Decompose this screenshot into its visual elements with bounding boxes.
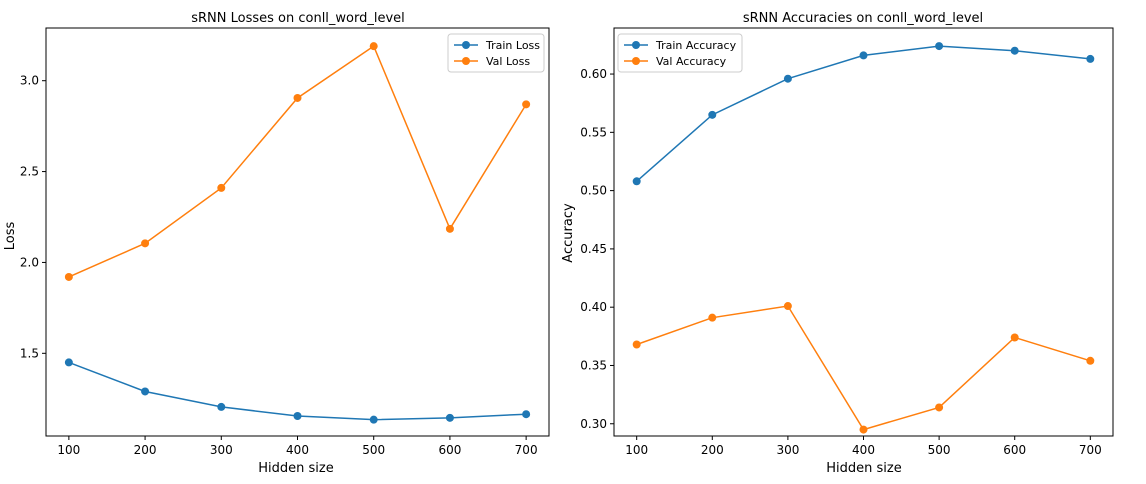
accuracy-chart-ylabel: Accuracy (561, 203, 576, 263)
train-loss-legend-label: Train Loss (485, 39, 540, 52)
accuracy-xtick-label: 200 (701, 443, 724, 457)
val-accuracy-line (636, 305, 1091, 431)
train-accuracy-point (859, 51, 868, 60)
train-loss-point (445, 413, 454, 422)
loss-chart-xlabel: Hidden size (258, 461, 333, 476)
train-loss-point (369, 415, 378, 424)
loss-legend: Train Loss Val Loss (447, 33, 545, 73)
train-accuracy-point (1086, 54, 1095, 63)
val-loss-point (141, 239, 150, 248)
loss-ytick-label: 2.0 (20, 255, 39, 269)
loss-chart-ylabel: Loss (3, 222, 18, 251)
loss-ytick-label: 2.5 (20, 165, 39, 179)
val-accuracy-legend-label: Val Accuracy (656, 55, 727, 68)
accuracy-ytick-label: 0.40 (580, 300, 607, 314)
accuracy-xtick-label: 300 (776, 443, 799, 457)
loss-xtick-label: 500 (362, 443, 385, 457)
train-accuracy-legend-marker (632, 41, 640, 49)
val-loss-point (522, 100, 531, 109)
loss-xtick-label: 400 (286, 443, 309, 457)
accuracy-xtick-label: 100 (625, 443, 648, 457)
val-loss-point (445, 224, 454, 233)
val-loss-point (217, 183, 226, 192)
accuracy-ytick-label: 0.35 (580, 358, 607, 372)
val-accuracy-point (935, 403, 944, 412)
accuracy-axes-frame (613, 27, 1114, 437)
loss-xtick-label: 700 (515, 443, 538, 457)
accuracy-chart-xlabel: Hidden size (826, 461, 901, 476)
train-loss-point (522, 410, 531, 419)
val-accuracy-point (708, 313, 717, 322)
loss-xtick-label: 300 (210, 443, 233, 457)
train-accuracy-point (1010, 46, 1019, 55)
train-accuracy-point (935, 42, 944, 51)
loss-xtick-label: 600 (438, 443, 461, 457)
val-accuracy-point (1086, 356, 1095, 365)
train-accuracy-legend-label: Train Accuracy (655, 39, 737, 52)
loss-ytick-label: 1.5 (20, 346, 39, 360)
accuracy-ytick-label: 0.50 (580, 184, 607, 198)
accuracy-chart: sRNN Accuracies on conll_word_level Hidd… (561, 11, 1114, 476)
accuracy-xtick-label: 500 (928, 443, 951, 457)
train-loss-point (217, 402, 226, 411)
loss-chart-title: sRNN Losses on conll_word_level (191, 11, 405, 26)
val-loss-legend-marker (462, 57, 470, 65)
loss-xtick-label: 200 (134, 443, 157, 457)
accuracy-legend: Train Accuracy Val Accuracy (617, 33, 743, 73)
val-loss-point (369, 42, 378, 51)
loss-legend-box (447, 33, 545, 73)
accuracy-xtick-label: 400 (852, 443, 875, 457)
train-accuracy-point (708, 110, 717, 119)
train-loss-point (141, 387, 150, 396)
accuracy-ytick-label: 0.45 (580, 242, 607, 256)
train-loss-point (64, 358, 73, 367)
val-accuracy-legend-marker (632, 57, 640, 65)
train-accuracy-point (783, 74, 792, 83)
train-loss-line (68, 361, 527, 421)
loss-chart: sRNN Losses on conll_word_level Hidden s… (3, 11, 550, 476)
train-loss-legend-marker (462, 41, 470, 49)
train-loss-point (293, 412, 302, 421)
loss-axes-frame (45, 27, 550, 437)
accuracy-legend-box (617, 33, 743, 73)
accuracy-xtick-label: 600 (1003, 443, 1026, 457)
val-accuracy-point (859, 425, 868, 434)
accuracy-ytick-label: 0.55 (580, 125, 607, 139)
val-accuracy-point (632, 340, 641, 349)
val-loss-point (293, 93, 302, 102)
train-accuracy-point (632, 177, 641, 186)
accuracy-ytick-label: 0.60 (580, 67, 607, 81)
val-loss-point (64, 272, 73, 281)
val-accuracy-point (783, 302, 792, 311)
loss-xtick-label: 100 (57, 443, 80, 457)
val-loss-legend-label: Val Loss (486, 55, 530, 68)
val-loss-line (68, 45, 527, 278)
val-accuracy-point (1010, 333, 1019, 342)
accuracy-xtick-label: 700 (1079, 443, 1102, 457)
accuracy-ytick-label: 0.30 (580, 417, 607, 431)
accuracy-chart-title: sRNN Accuracies on conll_word_level (743, 11, 983, 26)
loss-ytick-label: 3.0 (20, 74, 39, 88)
